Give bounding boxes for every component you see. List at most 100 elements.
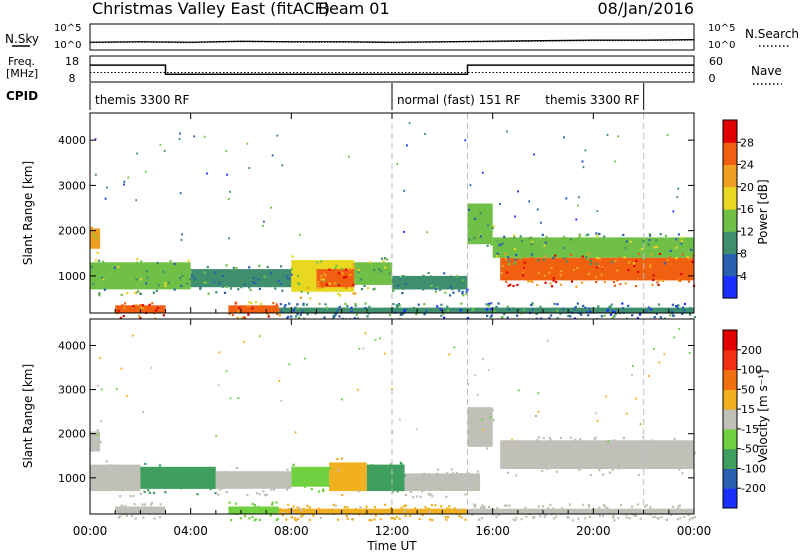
echo-speck bbox=[298, 477, 301, 480]
echo-speck bbox=[430, 275, 433, 278]
echo-speck bbox=[265, 508, 268, 511]
echo-speck bbox=[162, 314, 165, 317]
colorbar-swatch bbox=[723, 253, 737, 277]
echo-speck bbox=[595, 232, 598, 235]
echo-speck bbox=[585, 270, 588, 273]
echo-speck bbox=[546, 339, 549, 342]
echo-speck bbox=[622, 437, 625, 440]
echo-speck bbox=[104, 197, 107, 200]
echo-speck bbox=[134, 292, 137, 295]
echo-speck bbox=[647, 457, 650, 460]
echo-speck bbox=[99, 440, 102, 443]
echo-speck bbox=[398, 517, 401, 520]
echo-speck bbox=[589, 310, 592, 313]
echo-speck bbox=[683, 302, 686, 306]
echo-speck bbox=[102, 278, 105, 281]
echo-speck bbox=[560, 458, 563, 461]
echo-speck bbox=[691, 517, 694, 520]
echo-speck bbox=[672, 458, 675, 461]
echo-speck bbox=[144, 462, 147, 465]
echo-speck bbox=[157, 510, 160, 513]
echo-speck bbox=[471, 308, 474, 312]
echo-speck bbox=[292, 511, 295, 514]
echo-speck bbox=[219, 473, 223, 476]
echo-speck bbox=[671, 310, 674, 313]
echo-speck bbox=[296, 506, 299, 509]
echo-speck bbox=[450, 468, 453, 471]
echo-speck bbox=[309, 511, 312, 514]
echo-speck bbox=[636, 317, 639, 320]
echo-speck bbox=[408, 512, 411, 515]
echo-speck bbox=[215, 434, 218, 437]
y-tick-label: 2000 bbox=[58, 225, 86, 238]
echo-speck bbox=[480, 431, 483, 434]
echo-speck bbox=[267, 315, 270, 318]
heatmap-cell bbox=[278, 508, 468, 514]
echo-speck bbox=[136, 510, 140, 513]
echo-speck bbox=[398, 304, 401, 307]
echo-speck bbox=[653, 461, 656, 465]
echo-speck bbox=[300, 290, 303, 294]
echo-speck bbox=[503, 312, 506, 316]
echo-speck bbox=[360, 281, 363, 284]
echo-speck bbox=[578, 196, 580, 199]
noise-tick-high-left: 10^5 bbox=[54, 23, 81, 34]
heatmap-cell bbox=[492, 237, 694, 258]
echo-speck bbox=[588, 515, 592, 518]
echo-speck bbox=[311, 470, 314, 473]
echo-speck bbox=[617, 135, 620, 138]
echo-speck bbox=[304, 468, 307, 471]
echo-speck bbox=[562, 307, 565, 311]
echo-speck bbox=[94, 245, 97, 248]
echo-speck bbox=[522, 269, 525, 272]
echo-speck bbox=[288, 508, 291, 511]
echo-speck bbox=[156, 306, 159, 310]
echo-speck bbox=[495, 245, 498, 248]
echo-speck bbox=[678, 504, 681, 507]
echo-speck bbox=[141, 503, 144, 506]
echo-speck bbox=[292, 309, 295, 312]
echo-speck bbox=[595, 259, 598, 262]
echo-speck bbox=[199, 286, 202, 289]
echo-speck bbox=[531, 280, 534, 283]
echo-speck bbox=[643, 242, 646, 245]
echo-speck bbox=[153, 466, 156, 470]
echo-speck bbox=[308, 518, 311, 522]
echo-speck bbox=[196, 493, 199, 496]
echo-speck bbox=[277, 279, 280, 283]
echo-speck bbox=[218, 282, 221, 285]
echo-speck bbox=[582, 166, 585, 169]
echo-speck bbox=[109, 279, 112, 282]
echo-speck bbox=[593, 259, 596, 262]
echo-speck bbox=[158, 464, 162, 467]
echo-speck bbox=[530, 304, 533, 307]
echo-speck bbox=[572, 268, 575, 271]
echo-speck bbox=[303, 485, 307, 488]
echo-speck bbox=[606, 133, 609, 136]
echo-speck bbox=[139, 492, 143, 495]
echo-speck bbox=[576, 463, 579, 466]
echo-speck bbox=[660, 516, 663, 519]
echo-speck bbox=[585, 310, 589, 313]
echo-speck bbox=[334, 267, 337, 270]
echo-speck bbox=[545, 238, 548, 241]
echo-speck bbox=[614, 160, 617, 163]
echo-speck bbox=[337, 469, 340, 472]
echo-speck bbox=[387, 480, 390, 483]
echo-speck bbox=[608, 445, 611, 448]
echo-speck bbox=[470, 410, 474, 413]
echo-speck bbox=[611, 261, 614, 264]
echo-speck bbox=[499, 203, 501, 205]
echo-speck bbox=[569, 436, 572, 439]
echo-speck bbox=[555, 309, 559, 312]
echo-speck bbox=[447, 309, 450, 312]
echo-speck bbox=[95, 173, 97, 176]
echo-speck bbox=[405, 283, 408, 286]
cpid-segment-label: normal (fast) 151 RF bbox=[397, 93, 521, 107]
echo-speck bbox=[346, 506, 349, 509]
echo-speck bbox=[278, 507, 281, 510]
echo-speck bbox=[487, 302, 491, 305]
echo-speck bbox=[91, 449, 94, 452]
colorbar-tick-label: -15 bbox=[741, 423, 759, 436]
